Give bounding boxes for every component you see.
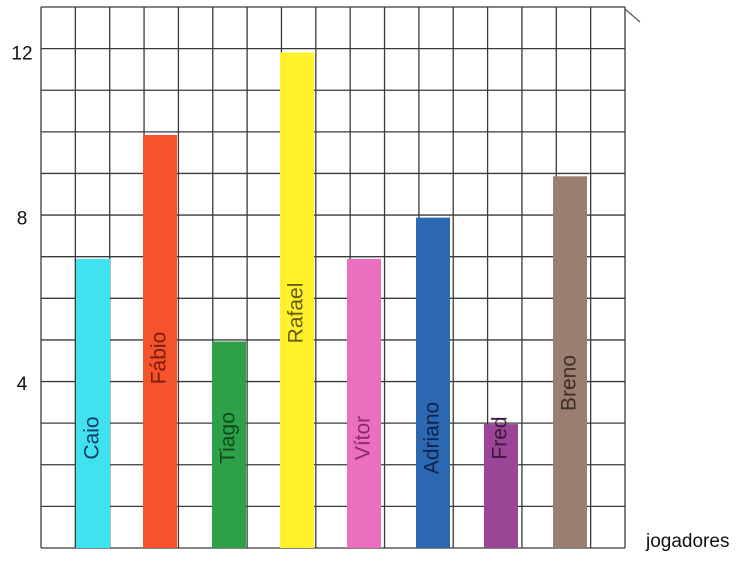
bar-label: Fábio bbox=[148, 332, 171, 385]
bar-breno bbox=[553, 176, 587, 549]
bar-adriano bbox=[416, 217, 450, 548]
bar-fabio bbox=[143, 135, 177, 548]
bar-label: Rafael bbox=[285, 283, 308, 344]
bar-label: Fred bbox=[489, 416, 512, 459]
bar-vitor bbox=[347, 258, 381, 548]
y-tick-label: 4 bbox=[17, 374, 28, 395]
bar-label: Adriano bbox=[421, 402, 444, 474]
bar-caio bbox=[76, 258, 110, 548]
bar-label: Breno bbox=[558, 355, 581, 411]
bar-label: Vítor bbox=[352, 416, 375, 460]
bar-label: Tiago bbox=[217, 412, 240, 464]
bar-rafael bbox=[280, 52, 314, 549]
y-axis-ticks: 4 8 12 bbox=[11, 43, 32, 394]
bar-tiago bbox=[212, 341, 246, 548]
chart-bars: Caio Fábio Tiago Rafael Vítor Adriano Fred Bren… bbox=[76, 52, 587, 549]
bar-fred bbox=[484, 424, 518, 548]
y-tick-label: 8 bbox=[17, 209, 28, 230]
chart-grid bbox=[40, 6, 641, 549]
corner-mark bbox=[624, 8, 641, 23]
bar-label: Caio bbox=[81, 416, 104, 459]
x-axis-label: jogadores bbox=[645, 531, 729, 552]
y-tick-label: 12 bbox=[11, 43, 32, 64]
